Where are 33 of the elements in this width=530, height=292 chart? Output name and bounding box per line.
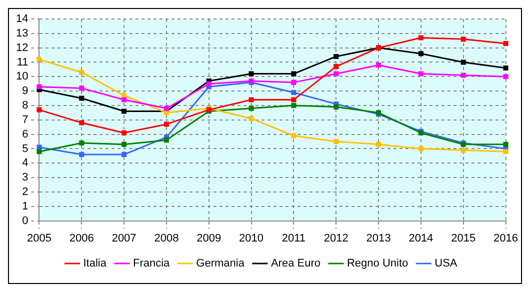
- y-tick-label: 1: [22, 200, 28, 212]
- y-tick-label: 14: [16, 13, 28, 26]
- x-tick-label: 2006: [69, 232, 94, 244]
- legend-label: Francia: [132, 258, 171, 270]
- x-tick-label: 2010: [239, 232, 264, 244]
- y-tick-label: 2: [22, 186, 28, 198]
- x-tick-label: 2011: [282, 232, 306, 244]
- y-tick-label: 8: [22, 100, 28, 112]
- x-tick-label: 2016: [494, 232, 518, 244]
- x-tick-label: 2009: [196, 232, 222, 244]
- y-tick-label: 11: [16, 56, 28, 68]
- legend-label: Area Euro: [270, 258, 320, 270]
- y-tick-label: 12: [16, 42, 28, 54]
- legend-label: Italia: [83, 258, 108, 270]
- y-tick-label: 5: [22, 142, 28, 155]
- legend-label: Regno Unito: [346, 258, 408, 270]
- x-tick-label: 2012: [324, 232, 348, 244]
- x-tick-label: 2008: [154, 232, 179, 244]
- x-tick-label: 2007: [112, 232, 136, 244]
- y-tick-label: 0: [22, 214, 28, 227]
- y-tick-label: 4: [22, 157, 28, 170]
- y-tick-label: 7: [22, 114, 28, 126]
- x-tick-label: 2014: [408, 232, 434, 244]
- y-tick-label: 10: [16, 70, 28, 83]
- y-tick-label: 13: [16, 27, 28, 40]
- x-tick-label: 2013: [366, 232, 391, 244]
- x-tick-label: 2015: [451, 232, 476, 244]
- legend-label: Germania: [196, 258, 246, 270]
- y-tick-label: 3: [22, 172, 28, 184]
- y-tick-label: 6: [22, 128, 28, 140]
- x-tick-label: 2005: [26, 232, 52, 244]
- y-tick-label: 9: [22, 85, 28, 98]
- legend-label: USA: [434, 258, 458, 270]
